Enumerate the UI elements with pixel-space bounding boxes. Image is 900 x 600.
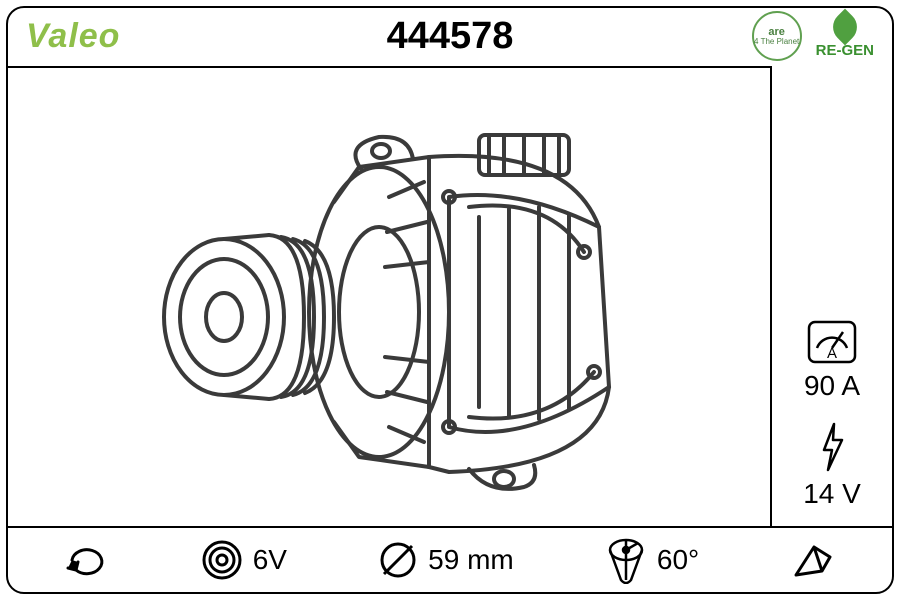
spec-grooves: 6V — [201, 539, 287, 581]
planet-badge-icon: are 4 The Planet — [752, 11, 802, 61]
current-value: 90 A — [804, 370, 860, 402]
spec-rotation — [64, 540, 110, 580]
voltage-value: 14 V — [803, 478, 861, 510]
badges: are 4 The Planet RE-GEN — [752, 11, 874, 61]
spec-diameter: 59 mm — [378, 540, 514, 580]
connector-icon — [790, 539, 836, 581]
spec-connector — [790, 539, 836, 581]
svg-text:A: A — [827, 345, 837, 362]
planet-badge-line2: 4 The Planet — [754, 38, 799, 47]
diameter-value: 59 mm — [428, 544, 514, 576]
side-specs: A 90 A 14 V — [772, 68, 892, 526]
alternator-drawing-icon — [129, 87, 649, 507]
spec-angle: 60° — [605, 536, 699, 584]
brand-logo: Valeo — [26, 17, 120, 56]
ammeter-icon: A — [807, 320, 857, 364]
regen-badge: RE-GEN — [816, 14, 874, 59]
rotation-icon — [64, 540, 110, 580]
planet-badge-line1: are — [768, 26, 785, 38]
angle-icon — [605, 536, 647, 584]
drawing-area — [8, 68, 770, 526]
angle-value: 60° — [657, 544, 699, 576]
grooves-value: 6V — [253, 544, 287, 576]
pulley-icon — [201, 539, 243, 581]
leaf-icon — [826, 8, 863, 45]
spec-voltage: 14 V — [803, 422, 861, 510]
header: Valeo 444578 are 4 The Planet RE-GEN — [6, 6, 894, 66]
bottom-specs: 6V 59 mm 60° — [8, 528, 892, 592]
spec-current: A 90 A — [804, 320, 860, 402]
lightning-icon — [816, 422, 848, 472]
part-number: 444578 — [387, 15, 514, 58]
diameter-icon — [378, 540, 418, 580]
